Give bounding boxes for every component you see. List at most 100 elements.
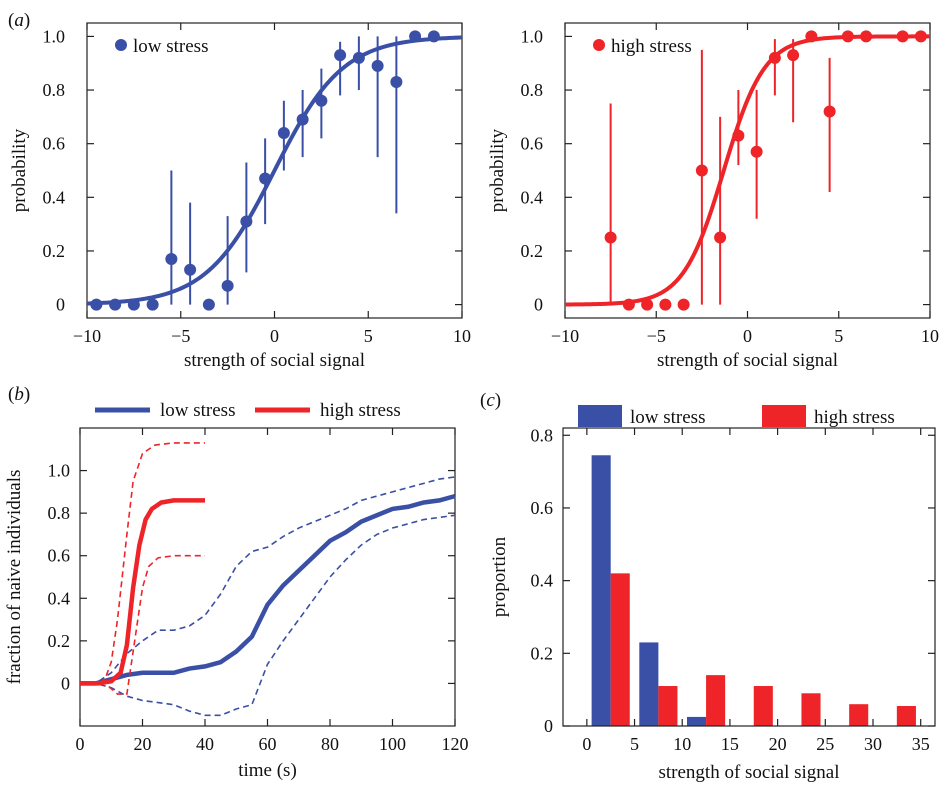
legend-swatch-low bbox=[578, 405, 622, 427]
legend-marker bbox=[593, 39, 605, 51]
bar bbox=[658, 686, 678, 726]
bar bbox=[753, 686, 773, 726]
y-tick-label: 0.2 bbox=[521, 241, 544, 261]
data-point bbox=[695, 164, 708, 177]
y-tick-label: 0 bbox=[61, 673, 70, 693]
plot-frame bbox=[562, 427, 936, 727]
data-point bbox=[604, 231, 617, 244]
data-point bbox=[184, 263, 197, 276]
data-point bbox=[427, 30, 440, 43]
x-axis-label: strength of social signal bbox=[657, 350, 838, 371]
fit-curve bbox=[86, 35, 463, 306]
x-tick-label: −5 bbox=[647, 326, 666, 346]
confidence-lower-line bbox=[80, 554, 205, 695]
y-tick-label: 0.2 bbox=[48, 631, 71, 651]
x-tick-label: 0 bbox=[582, 734, 591, 754]
legend-label-low: low stress bbox=[160, 400, 235, 421]
plot-fraction-naive-over-time: 0 20 40 60 80 100 120 0 0.2 0.4 0.6 0.8 1.0 time (s) f… bbox=[4, 400, 469, 781]
data-point bbox=[109, 298, 122, 311]
plot-signal-strength-histogram: 0 5 10 15 20 25 30 35 0 0.2 0.4 0.6 0.8 strength of s… bbox=[489, 405, 936, 783]
y-tick-label: 0.8 bbox=[43, 80, 66, 100]
legend-label-low: low stress bbox=[630, 407, 705, 428]
data-point bbox=[641, 298, 654, 311]
x-tick-label: 30 bbox=[864, 734, 882, 754]
y-tick-label: 0.8 bbox=[48, 503, 71, 523]
data-point bbox=[750, 145, 763, 158]
data-point bbox=[259, 172, 272, 185]
x-tick-label: 10 bbox=[453, 326, 471, 346]
bar bbox=[896, 706, 916, 726]
y-tick-label: 0.4 bbox=[521, 187, 544, 207]
bar bbox=[687, 716, 707, 726]
legend-label: high stress bbox=[611, 36, 692, 57]
plot-frame bbox=[564, 22, 931, 319]
data-point bbox=[315, 94, 328, 107]
mean-line bbox=[80, 493, 456, 686]
y-tick-label: 0.8 bbox=[531, 425, 554, 445]
y-tick-label: 0.6 bbox=[531, 498, 554, 518]
plot-low-stress-probability: −10 −5 0 5 10 0 0.2 0.4 0.6 0.8 1.0 strength of soc… bbox=[9, 22, 471, 371]
data-point bbox=[823, 105, 836, 118]
data-point bbox=[296, 113, 309, 126]
data-point bbox=[127, 298, 140, 311]
y-tick-label: 0.6 bbox=[521, 134, 544, 154]
data-point bbox=[146, 298, 159, 311]
x-tick-label: −10 bbox=[551, 326, 579, 346]
bar bbox=[849, 704, 869, 726]
y-axis-label: fraction of naive individuals bbox=[4, 470, 25, 685]
data-point bbox=[390, 76, 403, 88]
x-tick-label: 20 bbox=[134, 734, 152, 754]
data-point bbox=[787, 49, 800, 62]
x-tick-label: 25 bbox=[816, 734, 834, 754]
y-tick-label: 0.4 bbox=[531, 571, 554, 591]
x-tick-label: 5 bbox=[364, 326, 373, 346]
panel-label-b: (b) bbox=[8, 384, 30, 405]
x-tick-label: 0 bbox=[270, 326, 279, 346]
mean-line bbox=[80, 498, 205, 686]
x-tick-label: 10 bbox=[921, 326, 939, 346]
fit-curve bbox=[564, 34, 930, 307]
plot-high-stress-probability: −10 −5 0 5 10 0 0.2 0.4 0.6 0.8 1.0 strength of soc… bbox=[487, 22, 939, 371]
y-tick-label: 1.0 bbox=[48, 461, 71, 481]
data-point bbox=[371, 59, 384, 72]
x-tick-label: −5 bbox=[171, 326, 190, 346]
confidence-upper-line bbox=[80, 476, 456, 685]
confidence-upper-line bbox=[80, 442, 205, 685]
data-point bbox=[677, 298, 690, 311]
bar bbox=[706, 675, 726, 726]
y-axis-label: probability bbox=[487, 128, 508, 212]
data-point bbox=[277, 126, 290, 139]
data-point bbox=[860, 30, 873, 43]
y-tick-label: 1.0 bbox=[521, 26, 544, 46]
legend-marker bbox=[115, 39, 127, 51]
data-point bbox=[202, 298, 215, 311]
data-point bbox=[732, 129, 745, 142]
data-point bbox=[805, 30, 818, 43]
x-tick-label: 100 bbox=[379, 734, 406, 754]
legend-swatch-high bbox=[762, 405, 806, 427]
data-point bbox=[240, 215, 253, 228]
y-tick-label: 0.6 bbox=[43, 134, 66, 154]
data-point bbox=[352, 51, 365, 64]
x-tick-label: 80 bbox=[321, 734, 339, 754]
data-point bbox=[714, 231, 727, 244]
y-tick-label: 0.2 bbox=[43, 241, 66, 261]
x-axis-label: strength of social signal bbox=[184, 350, 365, 371]
y-axis-label: probability bbox=[9, 128, 30, 212]
x-tick-label: −10 bbox=[73, 326, 101, 346]
y-tick-label: 0.6 bbox=[48, 546, 71, 566]
x-tick-label: 120 bbox=[442, 734, 469, 754]
x-tick-label: 60 bbox=[259, 734, 277, 754]
data-point bbox=[659, 298, 672, 311]
y-tick-label: 0 bbox=[56, 295, 65, 315]
data-point bbox=[896, 30, 909, 43]
x-tick-label: 5 bbox=[834, 326, 843, 346]
panel-label-a: (a) bbox=[8, 10, 30, 31]
data-point bbox=[334, 49, 347, 62]
x-axis-label: strength of social signal bbox=[659, 762, 840, 783]
bar bbox=[801, 693, 821, 726]
x-tick-label: 0 bbox=[76, 734, 85, 754]
x-tick-label: 35 bbox=[912, 734, 930, 754]
x-tick-label: 5 bbox=[630, 734, 639, 754]
